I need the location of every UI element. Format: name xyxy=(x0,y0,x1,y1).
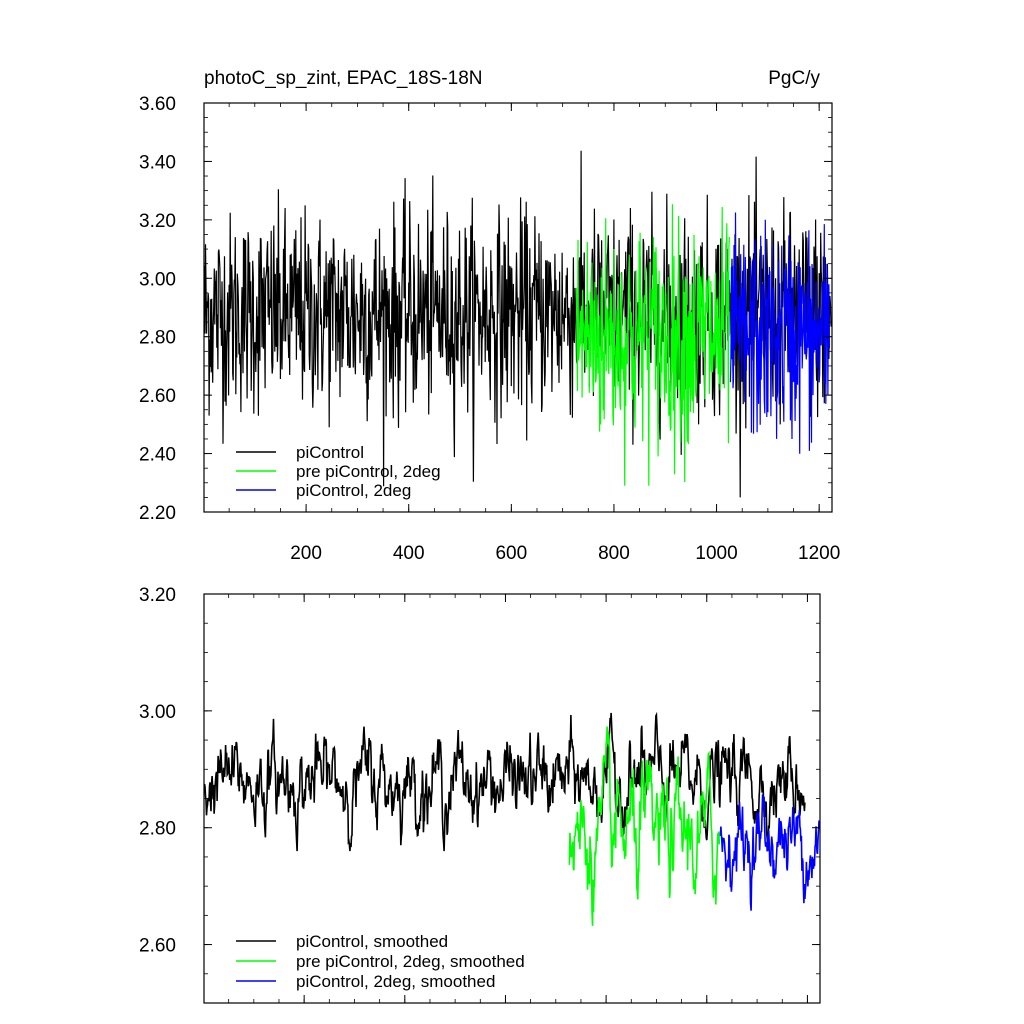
x-tick-label: 1200 xyxy=(798,543,840,564)
y-tick-label: 2.40 xyxy=(139,445,176,466)
y-tick-label: 2.80 xyxy=(139,819,176,840)
x-tick-label: 600 xyxy=(495,543,527,564)
top-legend: piControl pre piControl, 2deg piControl,… xyxy=(236,443,441,500)
legend-label-piControl-2deg: piControl, 2deg xyxy=(296,481,411,500)
legend-label-pre-piControl-2deg-smoothed: pre piControl, 2deg, smoothed xyxy=(296,952,525,971)
y-tick-label: 3.00 xyxy=(139,702,176,723)
y-tick-label: 3.40 xyxy=(139,152,176,173)
units-label: PgC/y xyxy=(768,68,820,89)
legend-label-pre-piControl-2deg: pre piControl, 2deg xyxy=(296,462,441,481)
series-line-piControl_2deg-smoothed xyxy=(719,794,820,911)
series-line-piControl-smoothed xyxy=(204,711,806,852)
y-tick-label: 3.20 xyxy=(139,585,176,606)
x-tick-label: 400 xyxy=(393,543,425,564)
y-tick-label: 3.60 xyxy=(139,94,176,115)
x-tick-label: 800 xyxy=(598,543,630,564)
bottom-legend: piControl, smoothed pre piControl, 2deg,… xyxy=(236,932,525,991)
y-tick-label: 2.20 xyxy=(139,503,176,524)
chart-title: photoC_sp_zint, EPAC_18S-18N xyxy=(204,68,482,89)
x-tick-label: 1000 xyxy=(695,543,737,564)
y-tick-label: 2.80 xyxy=(139,328,176,349)
legend-label-piControl-smoothed: piControl, smoothed xyxy=(296,932,448,951)
series-line-piControl_2deg xyxy=(729,212,831,454)
y-tick-label: 2.60 xyxy=(139,936,176,957)
legend-label-piControl: piControl xyxy=(296,443,364,462)
bottom-panel: 2.60 2.80 3.00 3.20 piControl, smoothed pre… xyxy=(139,585,821,1004)
top-panel: photoC_sp_zint, EPAC_18S-18N PgC/y 2.20 2… xyxy=(139,68,840,564)
y-tick-label: 3.00 xyxy=(139,269,176,290)
series-line-pre_piControl_2deg-smoothed xyxy=(568,726,721,926)
series-line-pre_piControl_2deg xyxy=(575,204,730,486)
legend-label-piControl-2deg-smoothed: piControl, 2deg, smoothed xyxy=(296,972,495,991)
x-tick-label: 200 xyxy=(290,543,322,564)
y-tick-label: 3.20 xyxy=(139,211,176,232)
y-tick-label: 2.60 xyxy=(139,386,176,407)
